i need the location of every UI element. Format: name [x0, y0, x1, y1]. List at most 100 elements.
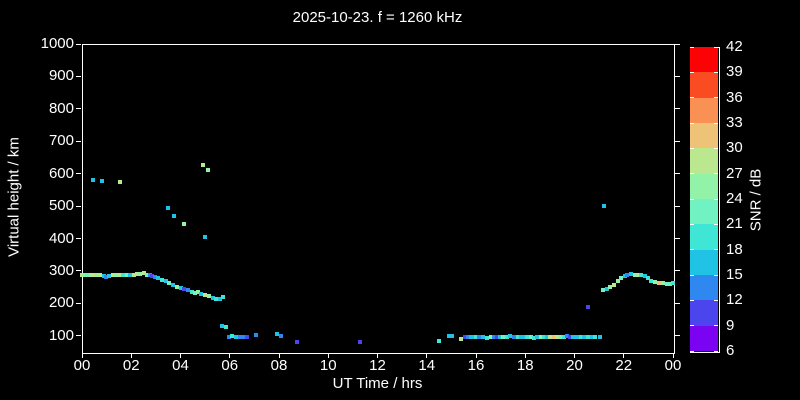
data-point — [135, 271, 140, 276]
data-point — [94, 272, 99, 277]
colorbar-tick — [690, 350, 694, 352]
data-point — [150, 274, 155, 279]
x-tick — [327, 353, 329, 358]
data-point — [107, 274, 112, 279]
colorbar-tick-label: 33 — [726, 114, 743, 131]
x-tick-label: 04 — [172, 357, 189, 374]
y-tick-mirror — [675, 108, 680, 110]
x-tick — [672, 353, 674, 358]
y-tick — [76, 205, 81, 207]
data-point — [182, 221, 187, 226]
x-tick-label: 10 — [319, 357, 337, 374]
data-point — [121, 273, 126, 278]
data-point — [562, 335, 567, 340]
y-tick — [76, 75, 81, 77]
data-point — [604, 286, 609, 291]
data-point — [152, 274, 157, 279]
data-point — [664, 281, 669, 286]
data-point — [619, 276, 624, 281]
data-point — [101, 274, 106, 279]
colorbar-tick — [690, 299, 694, 301]
data-point — [80, 273, 84, 278]
colorbar-tick — [714, 350, 718, 352]
y-tick-label: 100 — [48, 326, 74, 344]
data-point — [661, 280, 666, 285]
data-point — [203, 234, 208, 239]
data-point — [88, 272, 93, 277]
colorbar-tick — [690, 198, 694, 200]
data-point — [104, 275, 109, 280]
y-tick-label: 800 — [48, 99, 74, 117]
data-point — [668, 281, 673, 286]
y-tick-label: 200 — [48, 294, 74, 312]
data-point — [118, 272, 123, 277]
data-point — [586, 305, 591, 310]
data-point — [82, 272, 87, 277]
data-point — [531, 335, 536, 340]
colorbar-tick-label: 39 — [726, 63, 743, 81]
x-tick-label: 06 — [221, 357, 239, 374]
data-point — [144, 272, 149, 277]
data-point — [227, 335, 231, 340]
y-tick — [76, 43, 81, 45]
colorbar-segment — [690, 148, 718, 175]
data-point — [488, 335, 493, 340]
data-point — [642, 274, 647, 279]
x-tick — [574, 353, 575, 358]
y-tick — [76, 238, 81, 240]
colorbar-tick — [690, 122, 694, 124]
colorbar-segment — [690, 199, 718, 225]
data-point — [217, 296, 222, 301]
data-point — [481, 334, 486, 339]
data-point — [541, 335, 546, 340]
colorbar-tick — [690, 97, 694, 99]
data-point — [474, 335, 479, 340]
data-point — [639, 272, 644, 277]
data-point — [128, 273, 133, 278]
y-tick — [76, 108, 81, 110]
x-tick-label: 08 — [270, 357, 288, 374]
colorbar-segment — [690, 275, 718, 301]
data-point — [525, 334, 530, 339]
data-point — [653, 279, 658, 284]
data-point — [182, 287, 187, 292]
data-point — [593, 335, 598, 340]
data-point — [504, 335, 509, 340]
data-point — [544, 335, 549, 340]
data-point — [589, 335, 594, 340]
data-point — [465, 335, 470, 340]
colorbar-tick-label: 12 — [726, 291, 743, 309]
x-tick — [524, 353, 526, 358]
x-tick-label: 12 — [369, 357, 386, 374]
data-point — [622, 274, 627, 279]
colorbar-segment — [690, 325, 718, 352]
data-point — [528, 335, 533, 340]
y-tick-label: 600 — [48, 164, 74, 182]
data-point — [518, 335, 523, 340]
colorbar-tick — [714, 223, 718, 225]
data-point — [203, 292, 208, 297]
data-point — [458, 337, 463, 342]
data-point — [233, 334, 238, 339]
colorbar-tick — [690, 173, 694, 175]
y-tick-label: 400 — [48, 229, 74, 247]
data-point — [117, 180, 122, 185]
data-point — [608, 284, 613, 289]
data-point — [200, 162, 205, 167]
x-tick — [475, 353, 477, 358]
colorbar-tick — [714, 122, 718, 124]
data-point — [515, 334, 520, 339]
colorbar-tick — [714, 325, 718, 327]
data-point — [163, 279, 168, 284]
colorbar-tick-label: 42 — [726, 38, 743, 55]
data-point — [449, 334, 454, 339]
colorbar-tick — [714, 147, 718, 149]
y-tick-label: 900 — [48, 67, 74, 85]
colorbar-tick — [714, 71, 718, 73]
data-point — [649, 279, 654, 284]
data-point — [358, 339, 363, 344]
data-point — [185, 288, 190, 293]
data-point — [141, 271, 146, 276]
x-tick-label: 18 — [516, 357, 534, 374]
y-tick-mirror — [675, 302, 680, 304]
